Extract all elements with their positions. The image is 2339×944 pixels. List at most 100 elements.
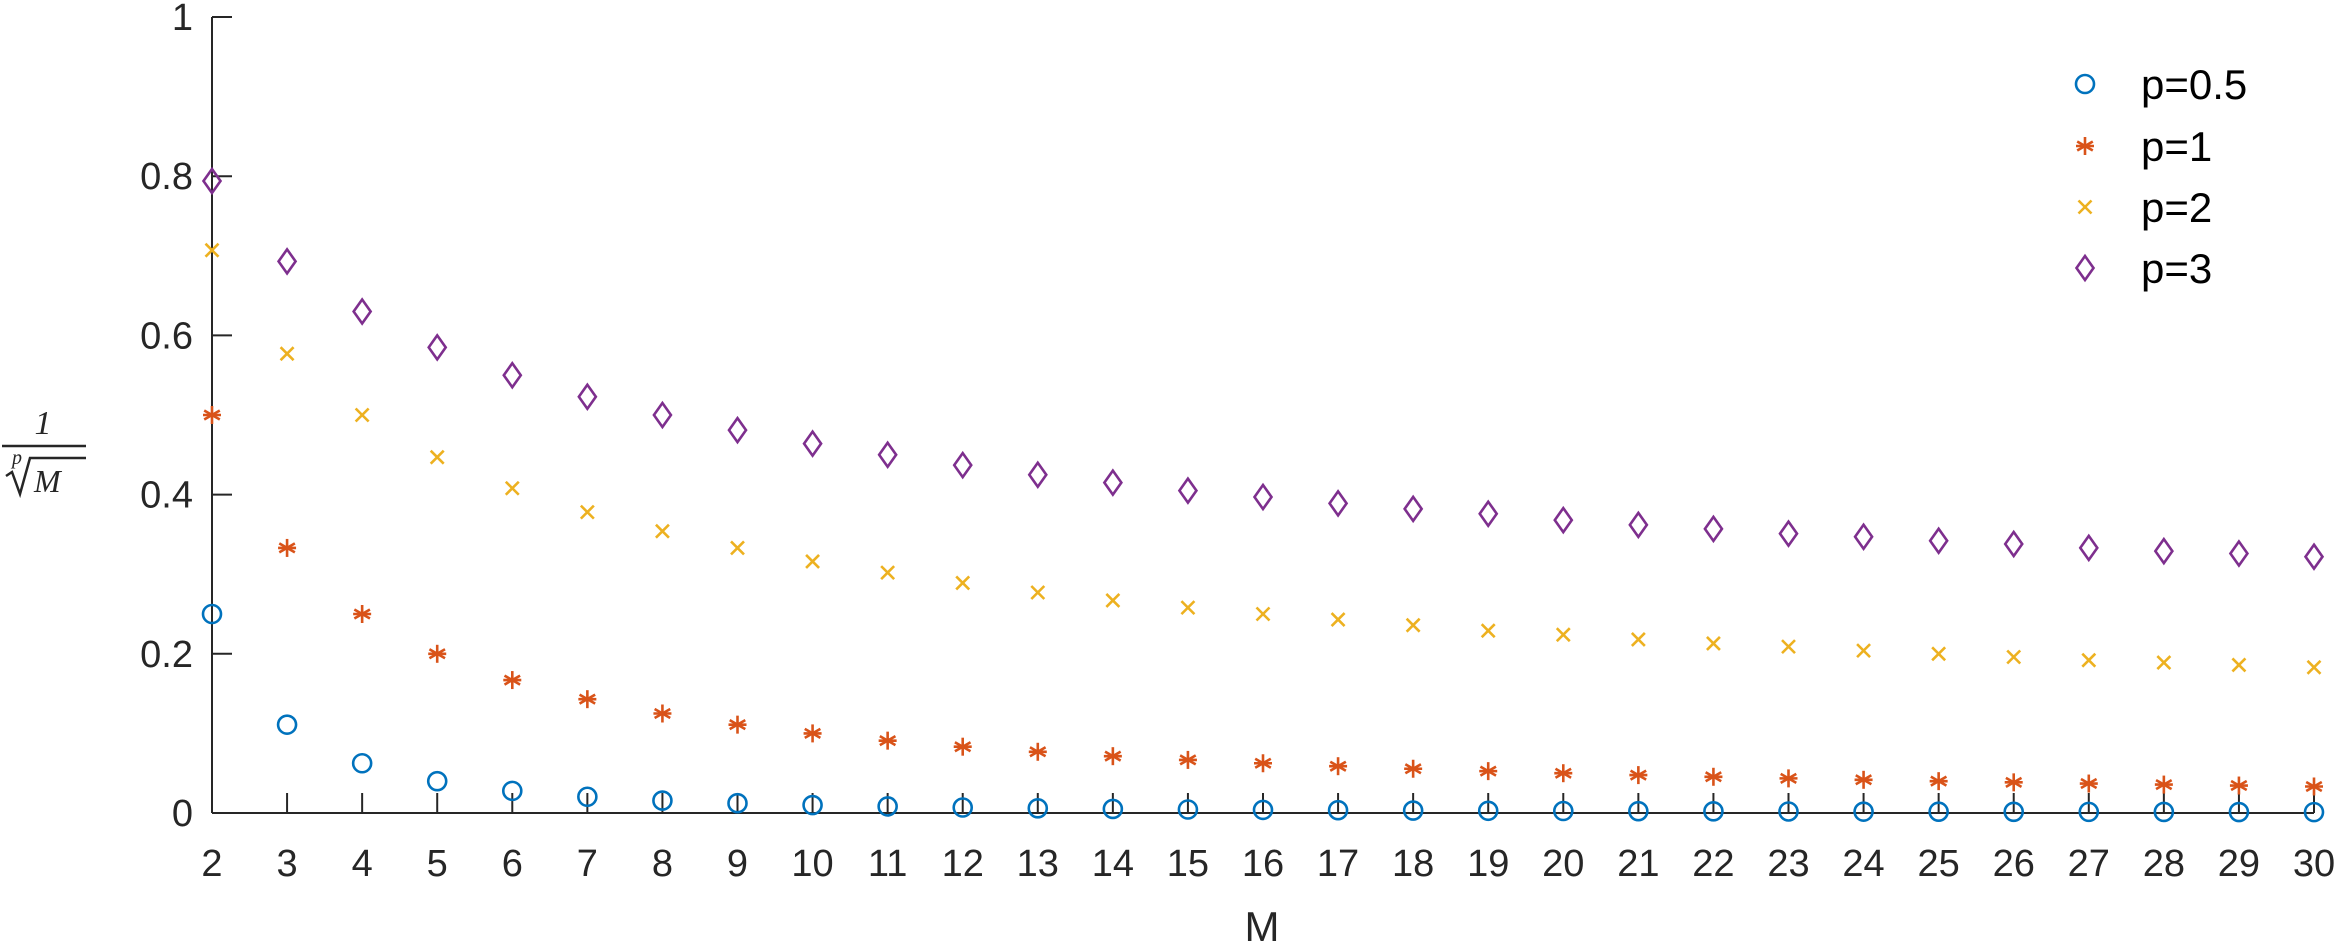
data-point [427,333,448,362]
data-point [1329,757,1348,776]
data-point [2006,649,2022,665]
data-point [1554,764,1573,783]
data-point [2154,775,2173,794]
legend-marker [2076,137,2094,155]
data-point [1703,514,1724,544]
data-point [877,440,898,470]
legend-label: p=2 [2141,184,2212,231]
x-tick-label: 13 [1017,843,1059,885]
data-point [1405,617,1421,633]
data-point [1178,750,1197,769]
data-point [2229,776,2248,795]
data-point [2303,801,2325,823]
x-tick-label: 18 [1392,843,1434,885]
x-tick-label: 30 [2293,843,2335,885]
data-point [2081,652,2097,668]
data-point [501,780,523,802]
data-point [577,786,598,808]
y-tick-label: 0.6 [140,315,193,357]
data-point [1327,489,1349,518]
data-point [502,360,523,390]
data-point [1704,767,1723,786]
data-point [803,724,822,743]
x-tick-label: 20 [1542,843,1584,885]
data-point [577,382,598,411]
data-point [1255,606,1271,622]
data-point [578,690,597,709]
x-tick-label: 10 [791,843,833,885]
data-point [652,790,673,811]
x-tick-label: 7 [577,843,598,885]
y-label-numerator: 1 [35,405,52,442]
data-point [1404,759,1423,778]
x-tick-label: 14 [1092,843,1134,885]
data-point [1254,754,1272,773]
y-ticks: 0 0.2 0.4 0.6 0.8 1 [140,0,232,835]
data-point [2156,655,2172,670]
data-point [1402,800,1424,821]
data-point [503,671,522,690]
data-point [1552,800,1574,822]
data-point [1706,636,1721,651]
data-point [1553,505,1574,535]
data-point [802,429,823,458]
data-point [728,715,747,734]
data-point [354,407,370,423]
data-point [2228,801,2250,823]
data-point [1628,510,1649,540]
data-point [1779,769,1798,788]
data-point [727,415,748,445]
x-tick-label: 15 [1167,843,1209,885]
data-point [201,166,223,196]
data-point [2078,801,2100,823]
data-point [2303,542,2325,571]
x-tick-label: 26 [1993,843,2035,885]
data-point [201,603,223,625]
legend-item: p=1 [2076,123,2212,170]
series-0 [201,603,2325,823]
data-point [1177,799,1199,820]
data-point [1252,799,1274,821]
data-point [1028,742,1047,761]
data-point [1027,798,1049,819]
data-point [2079,774,2098,793]
data-point [955,575,971,591]
y-label-root-index: p [10,447,22,469]
data-point [1931,646,1947,662]
data-point [2078,533,2099,563]
data-point [1629,766,1648,785]
data-point [428,644,447,663]
x-tick-label: 28 [2143,843,2185,885]
data-point [727,792,748,814]
data-point [1853,522,1874,552]
legend-marker [2074,253,2096,283]
data-point [1403,494,1424,524]
data-point [952,797,974,818]
data-point [579,504,595,520]
x-tick-label: 5 [427,843,448,885]
data-points [201,166,2325,823]
data-point [1105,593,1121,608]
x-tick-label: 17 [1317,843,1359,885]
data-point [952,450,973,480]
x-tick-label: 19 [1467,843,1509,885]
y-tick-label: 0.4 [140,475,193,517]
data-point [353,605,372,623]
data-point [1102,468,1123,497]
x-tick-label: 27 [2068,843,2110,885]
data-point [2003,529,2024,559]
data-point [1928,801,1949,823]
y-label-radicand: M [33,463,63,499]
data-point [1027,460,1048,489]
data-point [877,796,898,817]
data-point [276,714,298,735]
y-tick-label: 0.8 [140,156,193,198]
x-tick-label: 8 [652,843,673,885]
legend-item: p=3 [2074,245,2212,292]
y-axis-label: 1 p M [2,405,86,499]
data-point [655,523,670,539]
x-tick-label: 4 [352,843,373,885]
data-point [1928,526,1949,556]
data-point [1330,612,1346,627]
